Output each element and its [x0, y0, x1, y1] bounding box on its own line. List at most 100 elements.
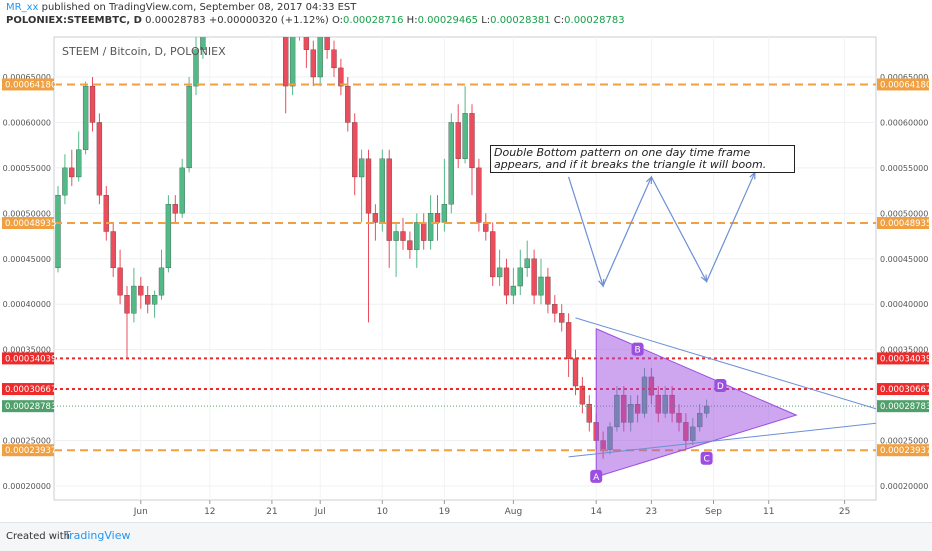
candle-body [158, 267, 165, 296]
candle-body [510, 285, 517, 296]
footer: Created with TradingView [0, 522, 932, 551]
candle-body [110, 231, 116, 269]
price-change: +0.00000320 (+1.12%) [208, 15, 329, 26]
candle-body [441, 204, 448, 223]
candle-body [531, 258, 537, 296]
x-tick-label: 21 [266, 507, 277, 517]
open-value: 0.00028716 [343, 15, 404, 26]
candle-body [455, 122, 461, 159]
price-tag-bg [877, 78, 929, 91]
low-label: L: [481, 15, 491, 26]
trendline-upper [575, 317, 876, 410]
created-with-text: Created with [6, 531, 70, 542]
price-tag-bg [877, 444, 929, 457]
candle-body [324, 37, 330, 50]
price-tag-bg [877, 383, 929, 396]
y-tick-label-right: 0.00060000 [880, 118, 928, 127]
y-tick-label-left: 0.00020000 [3, 482, 51, 491]
price-tag-left: 0.00034039 [5, 354, 56, 364]
candle-body [365, 158, 372, 214]
candle-body [490, 231, 496, 278]
candle-body [524, 258, 530, 269]
tradingview-logo[interactable]: TradingView [64, 529, 131, 542]
y-tick-label-left: 0.00065000 [3, 73, 51, 82]
x-tick-label: 25 [839, 507, 850, 517]
x-tick-label: 19 [439, 507, 451, 517]
y-tick-label-left: 0.00050000 [3, 209, 51, 218]
candle-body [469, 113, 475, 169]
candle-body [427, 213, 434, 241]
price-tag-bg [877, 352, 929, 365]
pattern-point-badge [590, 469, 603, 483]
candle-body [579, 385, 586, 405]
price-tag-left: 0.00048935 [5, 219, 56, 229]
price-tag-bg [877, 217, 929, 230]
candle-body [538, 276, 544, 296]
candle-body [393, 231, 399, 241]
candle-body [414, 222, 420, 250]
x-tick-label: 10 [377, 507, 389, 517]
x-tick-label: Aug [505, 507, 523, 517]
candle-body [55, 195, 61, 269]
last-price: 0.00028783 [145, 15, 206, 26]
publish-text: published on TradingView.com, September … [41, 2, 357, 13]
y-tick-label-right: 0.00045000 [880, 255, 928, 264]
candle-body [124, 294, 130, 314]
y-tick-label-left: 0.00055000 [3, 164, 51, 173]
candle-body [448, 122, 454, 205]
candle-body [117, 267, 123, 296]
price-tag-bg [2, 217, 54, 230]
y-tick-label-left: 0.00060000 [3, 118, 51, 127]
candle-body [345, 85, 351, 123]
candle-body [352, 122, 358, 178]
candle-body [517, 267, 523, 287]
pattern-point-badge [631, 342, 644, 356]
y-tick-label-right: 0.00055000 [880, 164, 928, 173]
candle-body [179, 167, 185, 214]
y-tick-label-right: 0.00020000 [880, 482, 928, 491]
candle-body [96, 122, 103, 196]
x-tick-label: Jul [314, 507, 326, 517]
author-link[interactable]: MR_xx [6, 2, 39, 13]
candle-body [317, 37, 323, 78]
candle-body [407, 240, 413, 250]
pattern-point-label: B [635, 346, 641, 356]
candle-body [89, 85, 96, 123]
price-tag-bg [877, 400, 929, 413]
candle-body [297, 13, 302, 31]
high-label: H: [406, 15, 418, 26]
pattern-point-badge [700, 451, 713, 465]
pattern-point-label: C [703, 455, 709, 465]
candle-body [386, 158, 392, 241]
candle-body [289, 37, 296, 87]
candle-body [559, 313, 565, 323]
candle-body [462, 113, 468, 159]
x-tick-label: Sep [705, 507, 722, 517]
y-tick-label-right: 0.00025000 [880, 437, 928, 446]
annotation-callout[interactable]: Double Bottom pattern on one day time fr… [490, 145, 795, 173]
y-tick-label-left: 0.00045000 [3, 255, 51, 264]
y-tick-label-right: 0.00050000 [880, 209, 928, 218]
candle-body [186, 85, 192, 169]
candle-body [310, 49, 316, 78]
candle-body [421, 222, 427, 241]
candle-body [207, 4, 212, 13]
close-label: C: [553, 15, 565, 26]
symbol-bar: POLONIEX:STEEMBTC, D 0.00028783 +0.00000… [6, 15, 625, 26]
candle-body [400, 231, 406, 241]
candle-body [82, 85, 89, 150]
y-tick-label-right: 0.00065000 [880, 73, 928, 82]
price-tag-left: 0.00023937 [5, 446, 56, 456]
arrow-head [700, 274, 708, 283]
price-tag-right: 0.00034039 [880, 354, 931, 364]
candle-body [145, 294, 151, 305]
y-tick-label-left: 0.00040000 [3, 300, 51, 309]
x-tick-label: 14 [590, 507, 602, 517]
x-tick-label: 23 [646, 507, 657, 517]
price-tag-bg [2, 352, 54, 365]
price-tag-right: 0.00064180 [880, 80, 931, 90]
price-tag-right: 0.00028783 [880, 402, 931, 412]
candle-body [572, 358, 579, 387]
price-tag-bg [2, 444, 54, 457]
